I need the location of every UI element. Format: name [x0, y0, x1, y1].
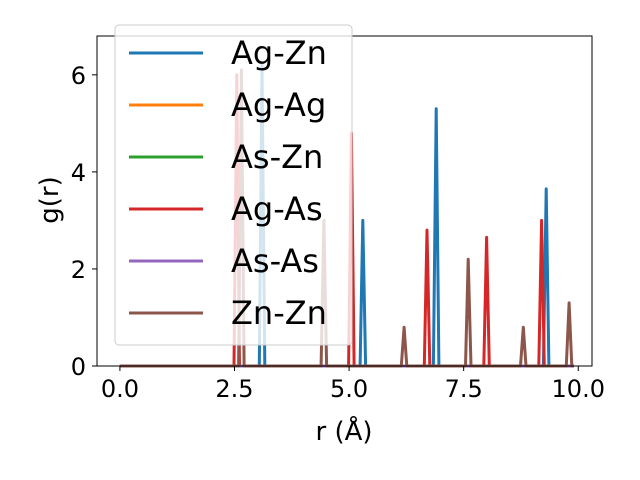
legend-label: As-As: [231, 242, 319, 280]
legend-label: Ag-As: [231, 190, 323, 228]
legend: Ag-Zn Ag-Ag As-Zn Ag-As As-As Zn-Zn: [114, 24, 353, 346]
x-tick-label: 2.5: [215, 375, 253, 403]
x-axis-label: r (Å): [315, 415, 372, 447]
legend-label: Ag-Zn: [231, 34, 327, 72]
y-axis-label: g(r): [35, 176, 65, 223]
y-tick-label: 2: [71, 256, 86, 284]
legend-label: Ag-Ag: [231, 86, 326, 124]
x-tick-label: 5.0: [330, 375, 368, 403]
x-tick-label: 10.0: [552, 375, 605, 403]
legend-label: Zn-Zn: [231, 294, 327, 332]
y-tick-label: 0: [71, 353, 86, 381]
x-axis: 0.0 2.5 5.0 7.5 10.0: [101, 366, 605, 403]
y-axis: 0 2 4 6: [71, 62, 97, 381]
x-tick-label: 0.0: [101, 375, 139, 403]
y-tick-label: 4: [71, 159, 86, 187]
x-tick-label: 7.5: [445, 375, 483, 403]
legend-label: As-Zn: [231, 138, 323, 176]
y-tick-label: 6: [71, 62, 86, 90]
